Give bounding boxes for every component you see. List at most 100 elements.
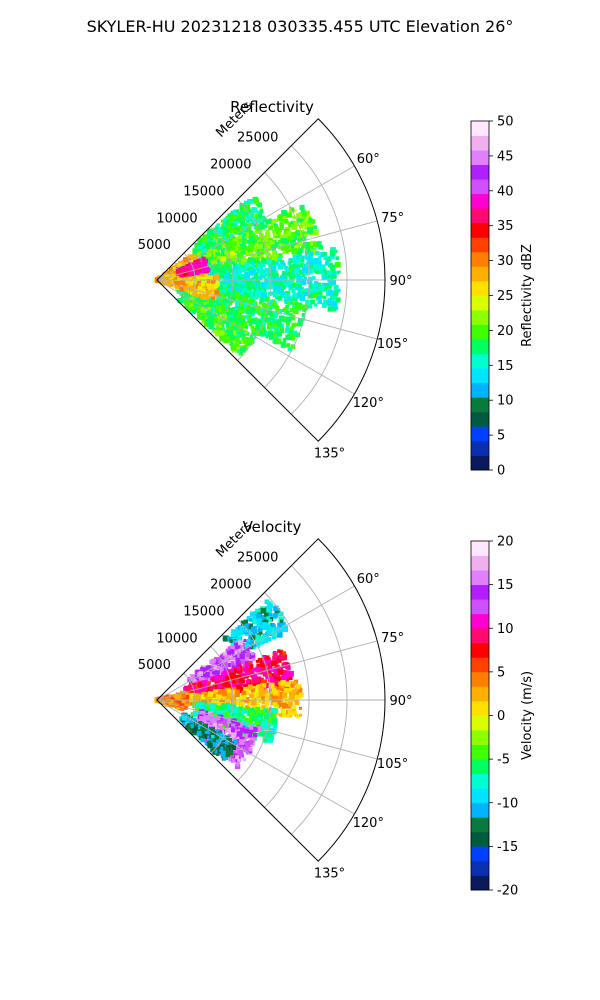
- echo-gate: [177, 263, 182, 268]
- echo-gate: [274, 270, 278, 274]
- echo-gate: [210, 747, 216, 753]
- echo-gate: [274, 225, 279, 230]
- echo-gate: [279, 665, 283, 670]
- echo-gate: [193, 695, 199, 702]
- echo-gate: [264, 243, 271, 249]
- echo-gate: [265, 317, 271, 323]
- echo-gate: [289, 284, 293, 288]
- echo-gate: [275, 712, 280, 716]
- echo-gate: [251, 678, 258, 685]
- echo-gate: [311, 231, 316, 236]
- echo-gate: [295, 692, 302, 699]
- echo-gate: [270, 712, 276, 718]
- colorbar-tick-label: 50: [497, 115, 514, 130]
- echo-gate: [332, 308, 336, 312]
- echo-gate: [285, 311, 290, 316]
- echo-gate: [186, 268, 192, 274]
- echo-gate: [227, 213, 231, 217]
- echo-gate: [248, 624, 254, 630]
- echo-gate: [255, 666, 261, 672]
- echo-gate: [257, 202, 263, 208]
- echo-gate: [235, 650, 239, 654]
- echo-gate: [256, 260, 260, 264]
- echo-gate: [257, 262, 262, 267]
- echo-gate: [224, 703, 231, 710]
- echo-gate: [212, 260, 217, 265]
- echo-gate: [291, 322, 296, 328]
- echo-gate: [245, 265, 251, 272]
- echo-gate: [237, 669, 243, 675]
- echo-gate: [239, 701, 245, 707]
- echo-gate: [280, 709, 286, 714]
- echo-gate: [190, 674, 195, 679]
- echo-gate: [244, 275, 251, 281]
- echo-gate: [240, 347, 246, 353]
- echo-gate: [226, 317, 233, 324]
- echo-gate: [235, 762, 240, 767]
- colorbar-segment: [471, 193, 489, 209]
- echo-gate: [241, 679, 246, 684]
- echo-gate: [247, 651, 251, 655]
- echo-gate: [207, 284, 212, 290]
- echo-gate: [229, 342, 234, 346]
- colorbar-segment: [471, 208, 489, 224]
- echo-gate: [332, 294, 338, 300]
- echo-gate: [247, 342, 251, 347]
- echo-gate: [260, 333, 264, 337]
- echo-gate: [260, 288, 265, 293]
- echo-gate: [238, 253, 244, 259]
- echo-gate: [277, 622, 283, 628]
- echo-gate: [281, 662, 287, 668]
- echo-gate: [226, 225, 232, 230]
- echo-gate: [304, 249, 310, 255]
- echo-gate: [300, 279, 307, 286]
- echo-gate: [327, 289, 334, 296]
- echo-gate: [227, 337, 233, 343]
- echo-gate: [238, 238, 242, 243]
- echo-gate: [254, 276, 260, 282]
- colorbar-segment: [471, 164, 489, 180]
- echo-gate: [187, 692, 193, 699]
- echo-gate: [221, 251, 227, 256]
- colorbar-tick-label: 35: [497, 219, 514, 234]
- echo-gate: [221, 229, 227, 235]
- echo-gate: [296, 276, 303, 282]
- echo-gate: [276, 330, 282, 337]
- echo-gate: [250, 699, 255, 704]
- echo-gate: [198, 671, 203, 676]
- echo-gate: [239, 266, 244, 271]
- echo-gate: [213, 264, 218, 269]
- echo-gate: [201, 681, 205, 685]
- echo-gate: [272, 231, 278, 237]
- echo-gate: [197, 260, 203, 267]
- echo-gate: [331, 273, 337, 279]
- echo-gate: [215, 252, 220, 257]
- echo-gate: [166, 276, 173, 283]
- echo-gate: [234, 707, 240, 713]
- echo-gate: [307, 292, 314, 299]
- echo-gate: [286, 681, 292, 687]
- echo-gate: [250, 217, 257, 223]
- echo-gate: [294, 269, 301, 275]
- echo-gate: [242, 667, 247, 671]
- echo-gate: [201, 243, 208, 250]
- echo-gate: [278, 683, 285, 689]
- echo-gate: [270, 673, 275, 677]
- colorbar-segment: [471, 440, 489, 456]
- echo-gate: [313, 290, 318, 295]
- echo-gate: [300, 220, 306, 227]
- echo-gate: [291, 248, 298, 254]
- echo-gate: [335, 306, 339, 310]
- azimuth-tick-label: 75°: [381, 211, 404, 226]
- echo-gate: [221, 721, 226, 726]
- echo-gate: [250, 232, 256, 239]
- echo-gate: [200, 302, 205, 307]
- echo-gate: [254, 256, 260, 261]
- echo-gate: [245, 663, 251, 668]
- echo-gate: [256, 623, 261, 628]
- radar-echo-layer: [154, 196, 341, 356]
- echo-gate: [237, 758, 241, 762]
- echo-gate: [248, 729, 254, 734]
- colorbar-label: Reflectivity dBZ: [520, 244, 535, 347]
